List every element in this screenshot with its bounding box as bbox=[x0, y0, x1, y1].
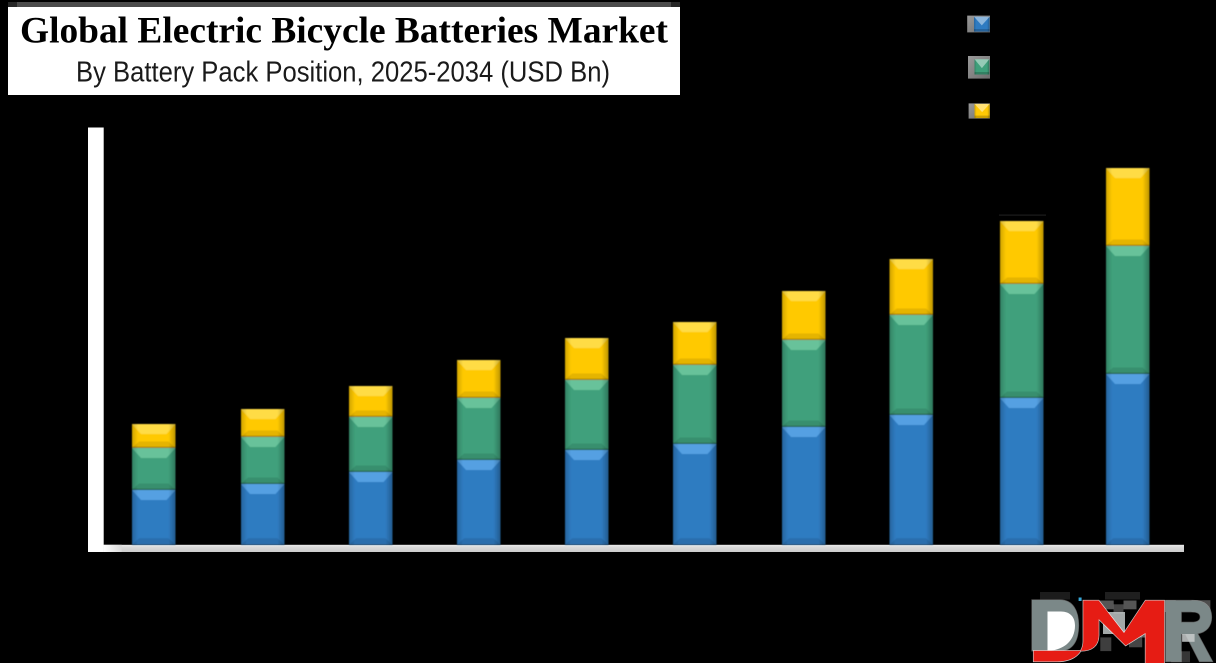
svg-text:Global Electric Bicycle Batter: Global Electric Bicycle Batteries Market bbox=[20, 9, 668, 50]
svg-text:By Battery Pack Position, 2025: By Battery Pack Position, 2025-2034 (USD… bbox=[76, 56, 610, 88]
